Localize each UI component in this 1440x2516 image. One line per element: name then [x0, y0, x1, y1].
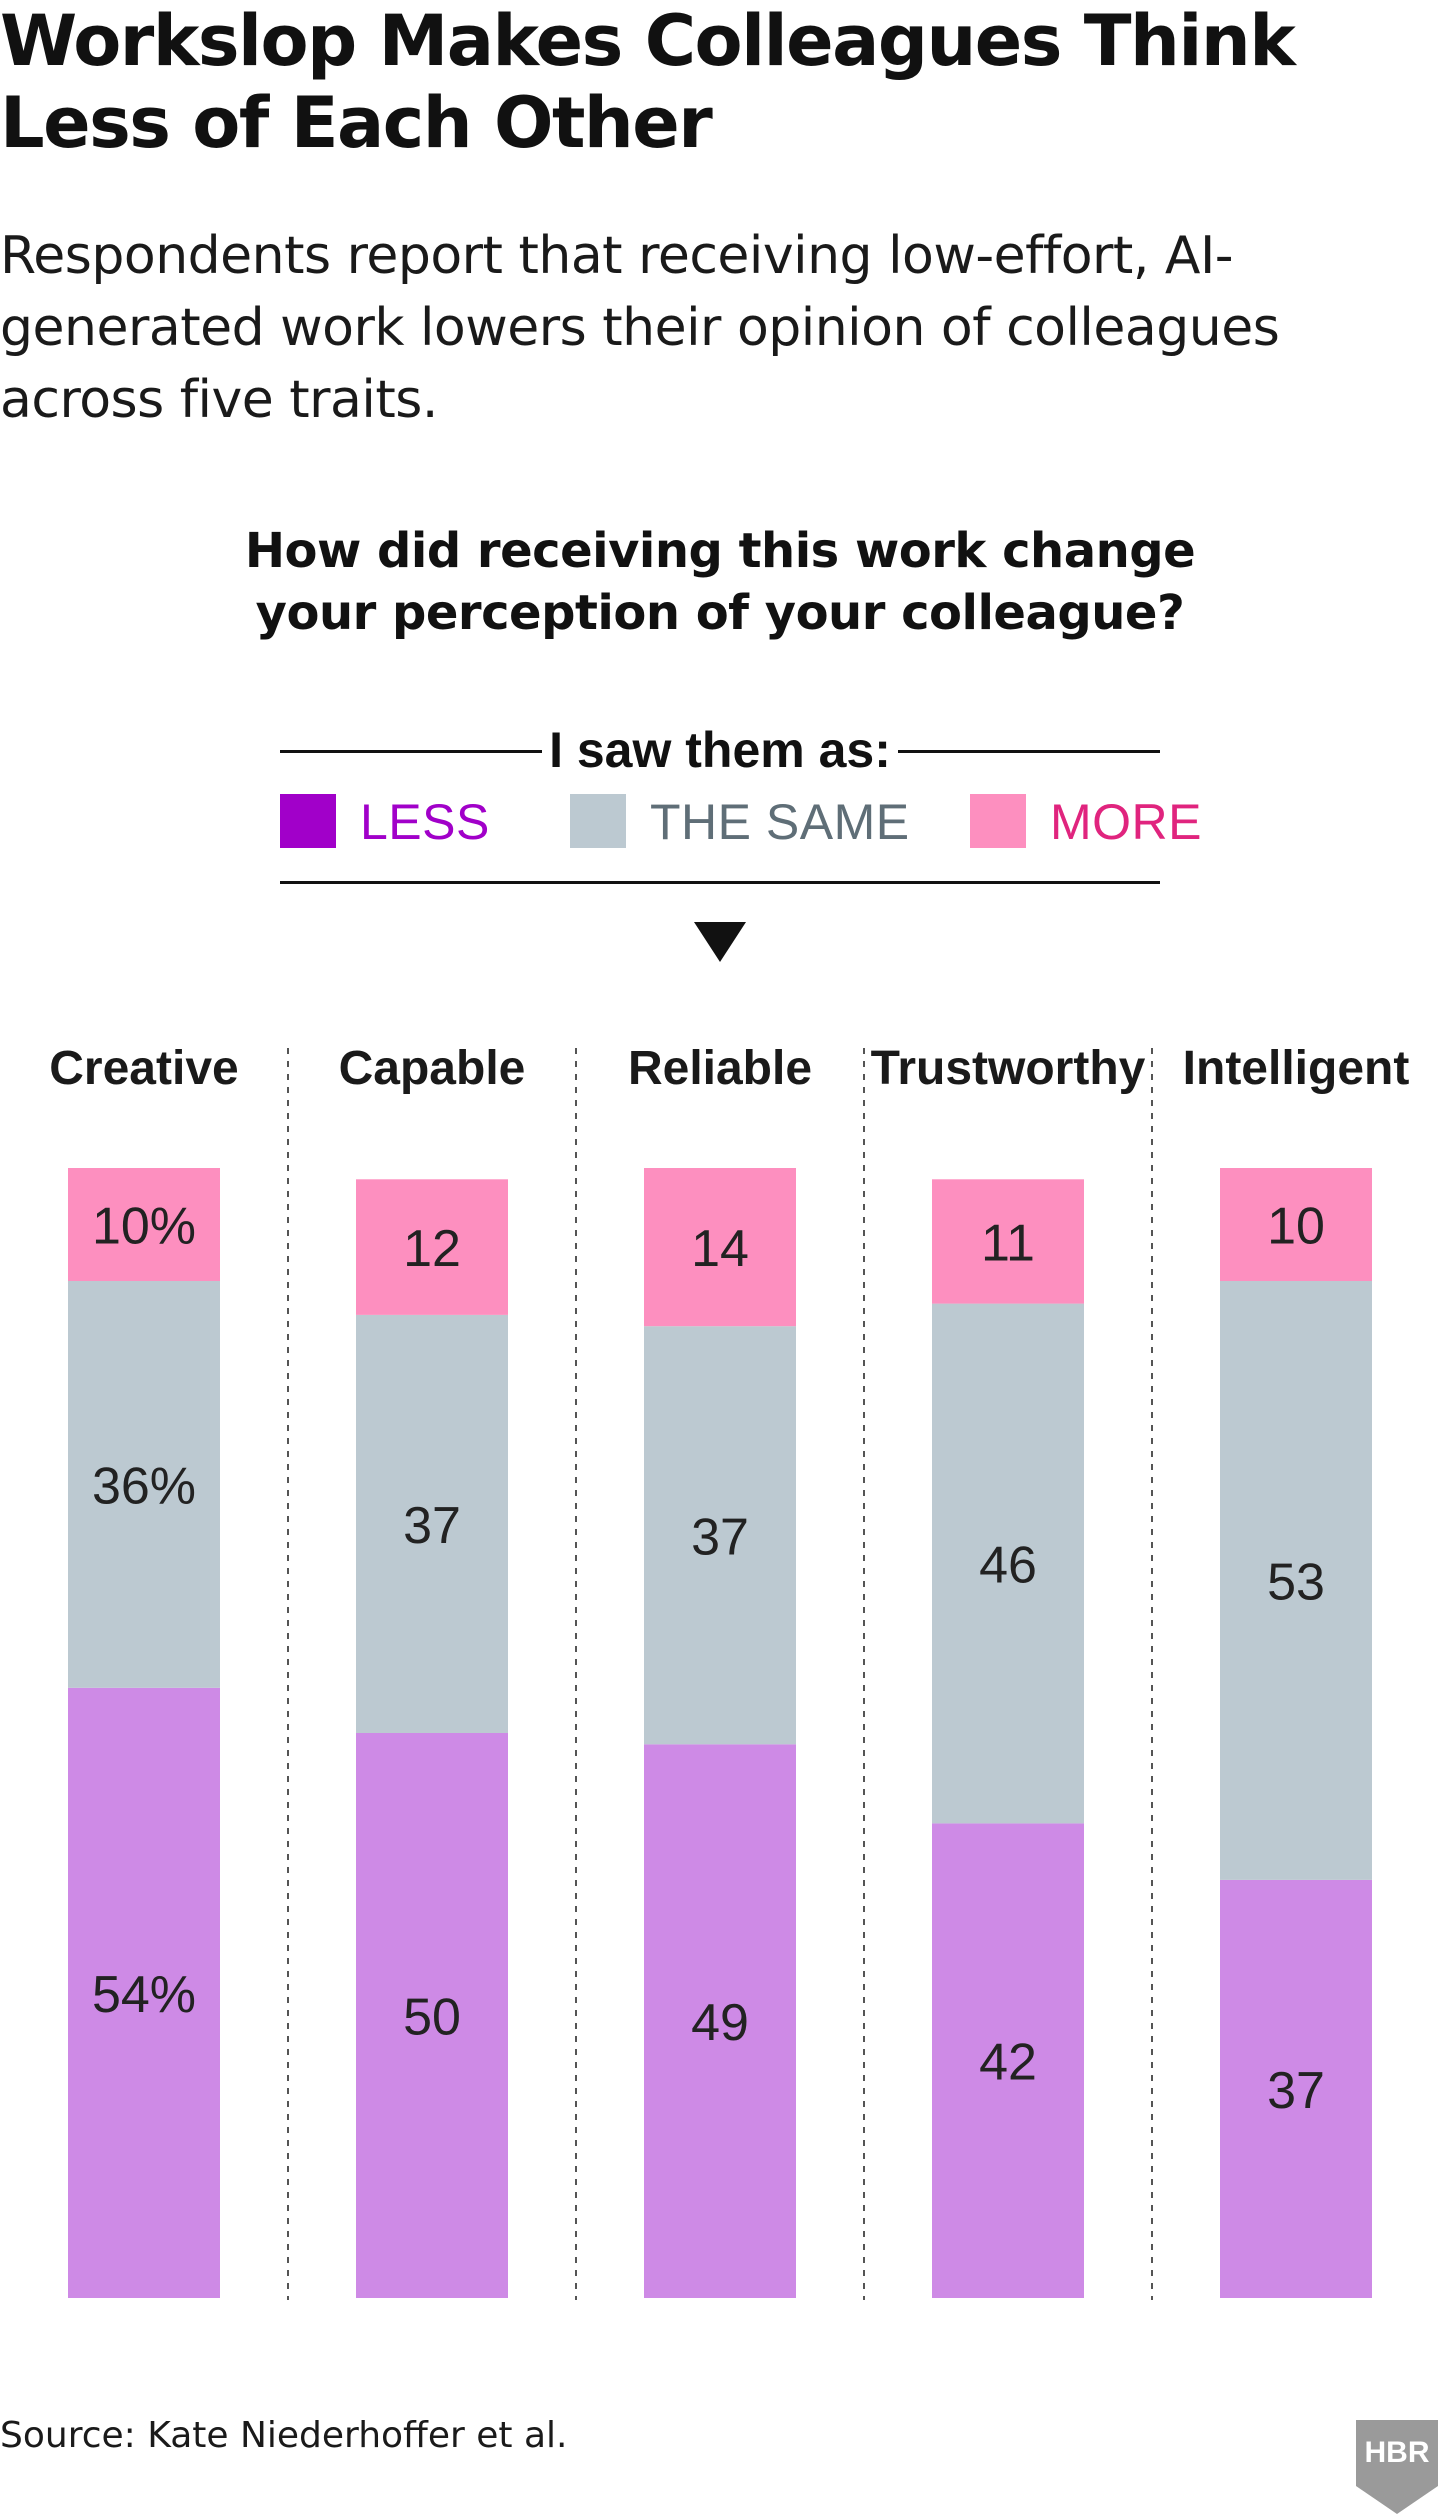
- bar-reliable-less: [644, 1744, 796, 2298]
- legend-label-less: LESS: [360, 794, 490, 850]
- data-label-trustworthy-the-same: 46: [979, 1537, 1037, 1595]
- category-label-trustworthy: Trustworthy: [871, 1042, 1146, 1095]
- data-label-creative-more: 10%: [92, 1198, 196, 1256]
- legend-label-more: MORE: [1050, 794, 1202, 850]
- category-label-reliable: Reliable: [628, 1042, 812, 1095]
- data-label-intelligent-less: 37: [1267, 2062, 1325, 2120]
- data-label-creative-less: 54%: [92, 1966, 196, 2024]
- bar-intelligent-more: [1220, 1168, 1372, 1281]
- stacked-bar-chart: Creative 54% 36% 10% Capable 50 37 12 Reliable 49…: [49, 1042, 1410, 2300]
- legend-rule-right: [898, 750, 1160, 753]
- data-label-intelligent-more: 10: [1267, 1198, 1325, 1256]
- hbr-shield-icon: [1356, 2420, 1438, 2514]
- bar-creative-less: [68, 1687, 220, 2298]
- category-label-intelligent: Intelligent: [1183, 1042, 1410, 1095]
- legend-swatch-less: [280, 794, 336, 848]
- legend-rule-left: [280, 750, 542, 753]
- chart-subtitle: Respondents report that receiving low-ef…: [0, 226, 1280, 430]
- data-label-creative-the-same: 36%: [92, 1457, 196, 1515]
- data-label-trustworthy-less: 42: [979, 2034, 1037, 2092]
- bar-reliable-the-same: [644, 1326, 796, 1745]
- data-label-capable-less: 50: [403, 1989, 461, 2047]
- bar-creative-the-same: [68, 1281, 220, 1688]
- category-label-creative: Creative: [49, 1042, 238, 1095]
- legend-swatch-more: [970, 794, 1026, 848]
- legend-swatch-same: [570, 794, 626, 848]
- bar-intelligent-less: [1220, 1879, 1372, 2298]
- data-label-intelligent-the-same: 53: [1267, 1553, 1325, 1611]
- bar-reliable-more: [644, 1168, 796, 1327]
- category-label-capable: Capable: [339, 1042, 526, 1095]
- bar-trustworthy-more: [932, 1179, 1084, 1304]
- bar-intelligent-the-same: [1220, 1281, 1372, 1880]
- hbr-logo-text: HBR: [1365, 2436, 1430, 2469]
- legend-heading: I saw them as:: [549, 722, 891, 778]
- hbr-logo: HBR: [1356, 2420, 1438, 2514]
- data-label-reliable-the-same: 37: [691, 1508, 749, 1566]
- bar-capable-less: [356, 1733, 508, 2298]
- data-label-trustworthy-more: 11: [981, 1214, 1035, 1272]
- survey-question: How did receiving this work change your …: [244, 523, 1196, 641]
- chart-title: Workslop Makes Colleagues Think Less of …: [0, 0, 1296, 164]
- bar-creative-more: [68, 1168, 220, 1281]
- legend-label-same: THE SAME: [650, 794, 910, 850]
- data-label-capable-more: 12: [403, 1220, 461, 1278]
- legend-base-rule: [280, 881, 1160, 884]
- down-arrow-icon: [694, 922, 746, 962]
- data-label-reliable-less: 49: [691, 1994, 749, 2052]
- bar-capable-more: [356, 1179, 508, 1315]
- data-label-capable-the-same: 37: [403, 1497, 461, 1555]
- bar-capable-the-same: [356, 1314, 508, 1733]
- bar-trustworthy-less: [932, 1823, 1084, 2298]
- source-note: Source: Kate Niederhoffer et al.: [0, 2415, 568, 2456]
- bar-trustworthy-the-same: [932, 1303, 1084, 1824]
- legend-heading-row: I saw them as:: [280, 718, 1160, 782]
- data-label-reliable-more: 14: [691, 1220, 749, 1278]
